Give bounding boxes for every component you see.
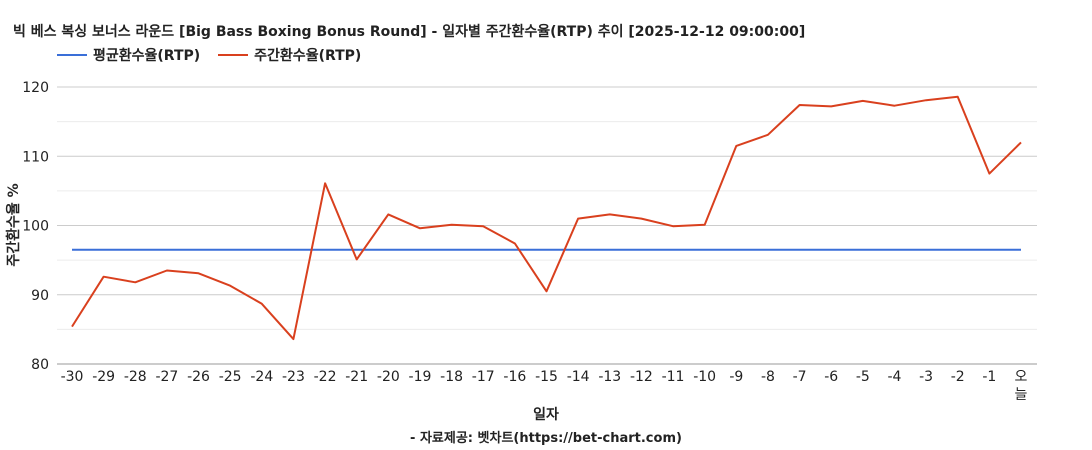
x-tick-label: -24 xyxy=(250,369,273,385)
x-tick-label: -3 xyxy=(919,369,933,385)
x-tick-label: 오 xyxy=(1015,369,1028,385)
legend-swatch xyxy=(218,54,249,56)
x-tick-label: -20 xyxy=(377,369,400,385)
x-tick-label: -30 xyxy=(61,369,84,385)
legend-label: 주간환수율(RTP) xyxy=(254,48,362,64)
x-tick-label: -4 xyxy=(887,369,901,385)
x-tick-label: -26 xyxy=(187,369,210,385)
x-tick-label: -5 xyxy=(856,369,870,385)
x-axis-label: 일자 xyxy=(533,407,559,423)
x-tick-label: -28 xyxy=(124,369,147,385)
x-tick-label: -17 xyxy=(472,369,495,385)
chart-title: 빅 베스 복싱 보너스 라운드 [Big Bass Boxing Bonus R… xyxy=(13,24,806,40)
x-tick-label: -29 xyxy=(92,369,115,385)
y-axis-label: 주간환수율 % xyxy=(6,183,22,267)
legend-item: 주간환수율(RTP) xyxy=(218,45,361,65)
x-tick-label: -9 xyxy=(729,369,743,385)
legend-item: 평균환수율(RTP) xyxy=(57,45,200,65)
legend: 평균환수율(RTP) 주간환수율(RTP) xyxy=(57,45,379,65)
x-tick-label: -13 xyxy=(598,369,621,385)
weekly-rtp-line xyxy=(71,95,1022,341)
x-tick-label: -16 xyxy=(503,369,526,385)
y-tick-label: 110 xyxy=(22,149,49,165)
x-tick-label: -25 xyxy=(219,369,242,385)
x-tick-label: -10 xyxy=(693,369,716,385)
x-tick-label: -11 xyxy=(662,369,685,385)
x-tick-label: -12 xyxy=(630,369,653,385)
x-tick-label: -27 xyxy=(155,369,178,385)
source-credit: - 자료제공: 벳차트(https://bet-chart.com) xyxy=(410,431,682,446)
x-tick-label: -15 xyxy=(535,369,558,385)
x-tick-label: -1 xyxy=(982,369,996,385)
y-tick-label: 120 xyxy=(22,80,49,96)
x-tick-label: -14 xyxy=(567,369,590,385)
legend-label: 평균환수율(RTP) xyxy=(93,48,201,64)
x-tick-label: -21 xyxy=(345,369,368,385)
x-tick-label: 늘 xyxy=(1015,387,1028,403)
x-tick-label: -18 xyxy=(440,369,463,385)
legend-swatch xyxy=(57,54,87,56)
x-tick-label: -7 xyxy=(793,369,807,385)
x-tick-label: -2 xyxy=(951,369,965,385)
y-tick-label: 80 xyxy=(31,357,49,373)
y-tick-label: 100 xyxy=(22,219,49,235)
x-tick-label: -6 xyxy=(824,369,838,385)
x-tick-label: -8 xyxy=(761,369,775,385)
x-tick-label: -23 xyxy=(282,369,305,385)
x-tick-label: -22 xyxy=(314,369,337,385)
y-tick-label: 90 xyxy=(31,288,49,304)
x-tick-label: -19 xyxy=(409,369,432,385)
